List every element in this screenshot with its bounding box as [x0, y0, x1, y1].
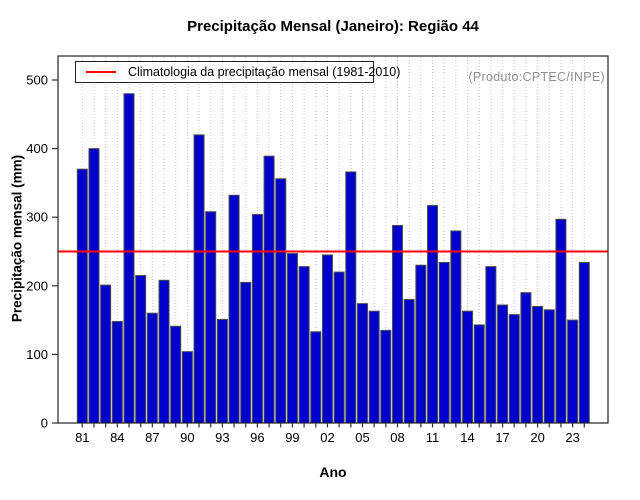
bar-2007 [380, 329, 392, 424]
bar-1990 [181, 351, 193, 424]
bar-2000 [298, 266, 310, 424]
bar-2014 [462, 310, 474, 424]
bar-2012 [438, 261, 450, 424]
x-tick-label: 96 [250, 430, 264, 445]
legend-label: Climatologia da precipitação mensal (198… [128, 65, 401, 79]
source-annotation: (Produto:CPTEC/INPE) [468, 70, 605, 84]
bar-2015 [473, 324, 485, 424]
bar-2004 [345, 171, 357, 424]
x-tick-label: 23 [565, 430, 579, 445]
bar-2005 [356, 303, 368, 424]
bar-2019 [520, 292, 532, 424]
bar-1993 [216, 318, 228, 424]
x-tick-label: 90 [180, 430, 194, 445]
x-tick-label: 02 [320, 430, 334, 445]
legend: Climatologia da precipitação mensal (198… [75, 61, 400, 83]
x-tick-label: 20 [530, 430, 544, 445]
x-tick-label: 81 [75, 430, 89, 445]
bar-2002 [321, 254, 333, 424]
x-axis-title: Ano [319, 464, 347, 480]
x-tick-label: 99 [285, 430, 299, 445]
bar-1984 [111, 320, 123, 424]
y-tick-label: 200 [26, 278, 48, 293]
bar-1995 [240, 281, 252, 424]
bar-1989 [170, 325, 182, 424]
y-tick-label: 100 [26, 347, 48, 362]
bar-1988 [158, 279, 170, 424]
x-tick-label: 05 [355, 430, 369, 445]
chart-title: Precipitação Mensal (Janeiro): Região 44 [187, 18, 479, 35]
bar-2021 [543, 309, 555, 424]
bar-2010 [415, 264, 427, 424]
x-tick-label: 17 [495, 430, 509, 445]
x-tick-label: 08 [390, 430, 404, 445]
bar-2022 [555, 218, 567, 424]
bar-1983 [100, 284, 112, 424]
x-tick-label: 84 [110, 430, 124, 445]
bar-2006 [368, 310, 380, 424]
bar-2003 [333, 271, 345, 424]
y-tick-label: 0 [41, 416, 48, 431]
bar-1999 [286, 253, 298, 424]
y-tick-label: 500 [26, 73, 48, 88]
x-tick-label: 87 [145, 430, 159, 445]
bar-1981 [76, 168, 88, 424]
bar-1992 [205, 211, 217, 424]
bar-1985 [123, 93, 135, 424]
bar-2023 [567, 319, 579, 424]
bar-2009 [403, 299, 415, 424]
x-tick-label: 14 [460, 430, 474, 445]
bar-1997 [263, 155, 275, 424]
y-tick-label: 400 [26, 141, 48, 156]
bar-1991 [193, 134, 205, 424]
bar-2008 [392, 224, 403, 424]
y-tick-label: 300 [26, 210, 48, 225]
climatology-line-sample [86, 71, 116, 73]
bar-1982 [88, 148, 100, 424]
bar-2013 [450, 230, 462, 424]
bar-1996 [251, 213, 263, 424]
x-tick-label: 93 [215, 430, 229, 445]
bar-2016 [485, 266, 497, 424]
x-tick-label: 11 [426, 430, 440, 445]
bar-2017 [497, 304, 509, 424]
bar-1987 [146, 312, 158, 424]
bar-1998 [275, 178, 287, 424]
bar-1994 [228, 194, 240, 424]
bar-2020 [532, 305, 544, 424]
bar-1986 [135, 275, 147, 424]
bar-2001 [310, 331, 322, 424]
bar-2024 [578, 261, 590, 424]
bar-2018 [508, 314, 520, 424]
bar-2011 [427, 205, 439, 424]
plot-frame [57, 55, 609, 424]
